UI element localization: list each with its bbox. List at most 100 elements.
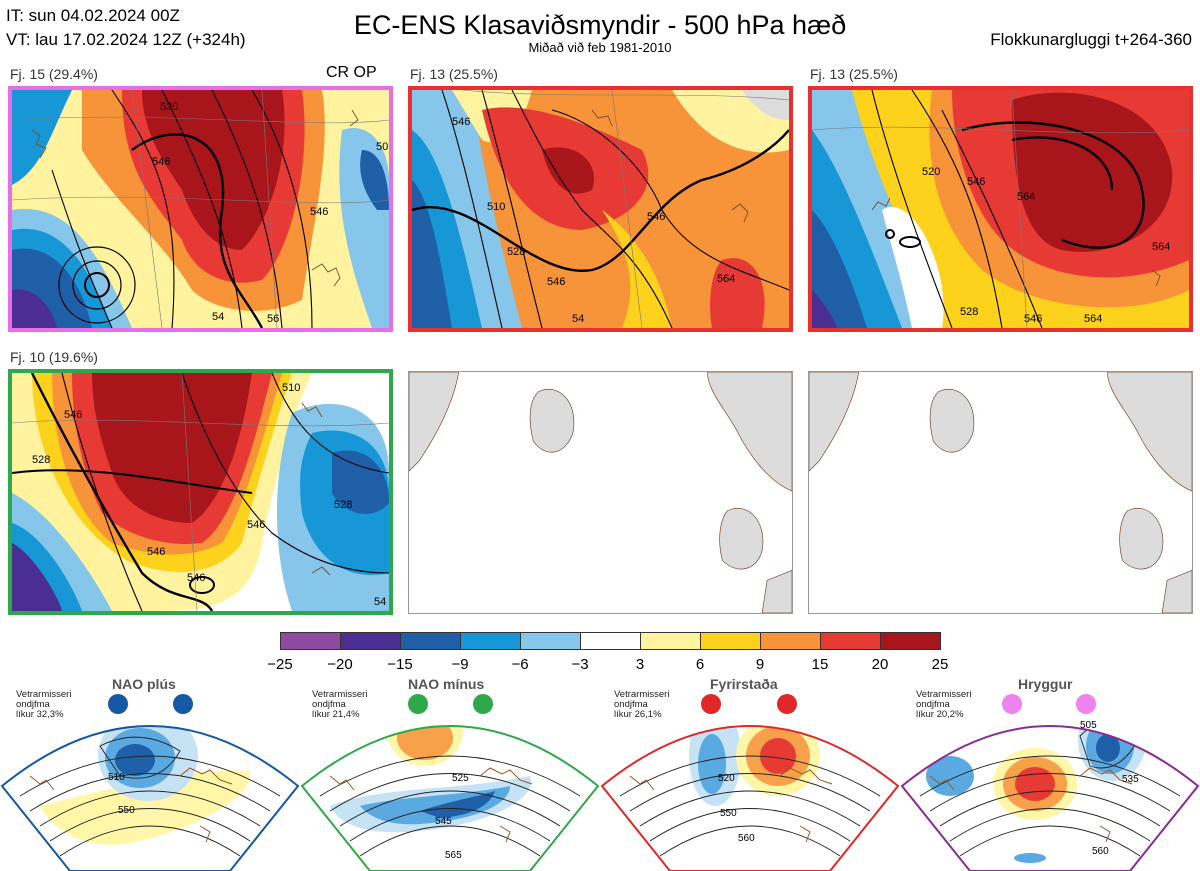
contour-label: 535 (1122, 774, 1139, 785)
colorbar-tick-label: −6 (511, 656, 529, 673)
contour-label: 520 (160, 101, 178, 113)
contour-label: 510 (282, 382, 300, 394)
contour-label: 528 (334, 499, 352, 511)
colorbar-tick-label: 6 (695, 656, 705, 673)
contour-label: 50 (376, 141, 388, 153)
colorbar-segment (880, 632, 941, 650)
regime-name: Hryggur (1018, 676, 1073, 692)
colorbar-segment (520, 632, 581, 650)
contour-label: 546 (147, 546, 165, 558)
regime-info-line-3: líkur 26,1% (614, 709, 662, 720)
valid-time: VT: lau 17.02.2024 12Z (+324h) (6, 30, 246, 49)
contour-label: 550 (118, 805, 135, 816)
colorbar-segment (640, 632, 701, 650)
regime-hryggur: 505 535 560 Hryggur Vetrarmisseri ondjfm… (900, 676, 1200, 871)
contour-label: 528 (32, 454, 50, 466)
colorbar-segment (340, 632, 401, 650)
colorbar-tick-label: −3 (571, 656, 589, 673)
contour-label: 546 (64, 409, 82, 421)
regime-map: 525 545 565 (300, 694, 600, 871)
contour-label: 560 (738, 833, 755, 844)
contour-label: 546 (152, 156, 170, 168)
cluster-panel-3[interactable]: 520 546 564 564 528 546 564 (808, 86, 1193, 332)
colorbar-tick-label: 25 (931, 656, 949, 673)
colorbar-tick-label: −25 (267, 656, 293, 673)
contour-label: 546 (547, 276, 565, 288)
cluster-map-1: 520 546 546 54 56 50 (12, 90, 389, 328)
colorbar-segment (280, 632, 341, 650)
cluster-panel-4[interactable]: 546 528 510 546 546 546 528 54 (8, 369, 393, 615)
contour-label: 564 (1084, 313, 1102, 325)
colorbar-tick-label: 9 (755, 656, 765, 673)
contour-label: 520 (922, 166, 940, 178)
contour-label: 564 (1152, 241, 1170, 253)
colorbar-tick-label: 15 (811, 656, 829, 673)
classification-window: Flokkunargluggi t+264-360 (990, 30, 1192, 49)
cluster-panel-1[interactable]: 520 546 546 54 56 50 (8, 86, 393, 332)
panel-2-label: Fj. 13 (25.5%) (410, 66, 498, 82)
regime-info-line-1: Vetrarmisseri (16, 689, 72, 700)
cluster-map-2: 546 510 546 528 546 564 54 (412, 90, 789, 328)
cluster-map-3: 520 546 564 564 528 546 564 (812, 90, 1189, 328)
regime-info-line-1: Vetrarmisseri (312, 689, 368, 700)
contour-label: 546 (310, 206, 328, 218)
panel-1-tag: CR OP (326, 64, 377, 81)
contour-label: 546 (452, 116, 470, 128)
regime-map: 510 550 (0, 694, 300, 871)
colorbar-tick-label: −15 (387, 656, 413, 673)
regime-map: 505 535 560 (900, 694, 1200, 871)
colorbar-segment (820, 632, 881, 650)
regime-name: NAO plús (112, 676, 176, 692)
contour-label: 528 (507, 246, 525, 258)
regime-fyrirstada: 520 550 560 Fyrirstaða Vetrarmisseri ond… (600, 676, 900, 871)
regime-info-line-2: ondjfma (614, 699, 648, 710)
contour-label: 564 (1017, 191, 1035, 203)
contour-label: 550 (720, 808, 737, 819)
panel-1-label: Fj. 15 (29.4%) (10, 66, 98, 82)
contour-label: 56 (267, 313, 279, 325)
contour-label: 546 (1024, 313, 1042, 325)
contour-label: 505 (1080, 720, 1097, 731)
contour-label: 546 (967, 176, 985, 188)
regime-info-line-3: líkur 32,3% (16, 709, 64, 720)
cluster-panel-6-empty (808, 371, 1193, 614)
contour-label: 54 (212, 311, 224, 323)
regime-info-line-2: ondjfma (916, 699, 950, 710)
contour-label: 546 (647, 211, 665, 223)
colorbar-tick-label: −9 (451, 656, 469, 673)
colorbar-tick-label: −20 (327, 656, 353, 673)
cluster-panel-5-empty (408, 371, 793, 614)
regime-info-line-1: Vetrarmisseri (614, 689, 670, 700)
empty-basemap (409, 372, 792, 613)
regime-info-line-3: líkur 20,2% (916, 709, 964, 720)
contour-label: 560 (1092, 846, 1109, 857)
contour-label: 54 (374, 596, 386, 608)
contour-label: 510 (108, 772, 125, 783)
colorbar-segment (400, 632, 461, 650)
colorbar-segment (460, 632, 521, 650)
colorbar-tick-label: 3 (635, 656, 645, 673)
empty-basemap (809, 372, 1192, 613)
contour-label: 520 (718, 773, 735, 784)
contour-label: 565 (445, 850, 462, 861)
contour-label: 545 (435, 816, 452, 827)
colorbar-tick-label: 20 (871, 656, 889, 673)
colorbar-segment (760, 632, 821, 650)
panel-4-label: Fj. 10 (19.6%) (10, 349, 98, 365)
contour-label: 546 (187, 572, 205, 584)
regime-info-line-3: líkur 21,4% (312, 709, 360, 720)
colorbar-segment (580, 632, 641, 650)
regime-nao-minus: 525 545 565 NAO mínus Vetrarmisseri ondj… (300, 676, 600, 871)
regime-info-line-1: Vetrarmisseri (916, 689, 972, 700)
regime-name: NAO mínus (408, 676, 485, 692)
regime-info-line-2: ondjfma (312, 699, 346, 710)
contour-label: 510 (487, 201, 505, 213)
contour-label: 546 (247, 519, 265, 531)
cluster-panel-2[interactable]: 546 510 546 528 546 564 54 (408, 86, 793, 332)
contour-label: 528 (960, 306, 978, 318)
regime-map: 520 550 560 (600, 694, 900, 871)
regime-nao-plus: 510 550 NAO plús Vetrarmisseri ondjfma l… (0, 676, 300, 871)
contour-label: 54 (572, 313, 584, 325)
page-title: EC-ENS Klasaviðsmyndir - 500 hPa hæð (353, 10, 847, 40)
contour-label: 525 (452, 773, 469, 784)
